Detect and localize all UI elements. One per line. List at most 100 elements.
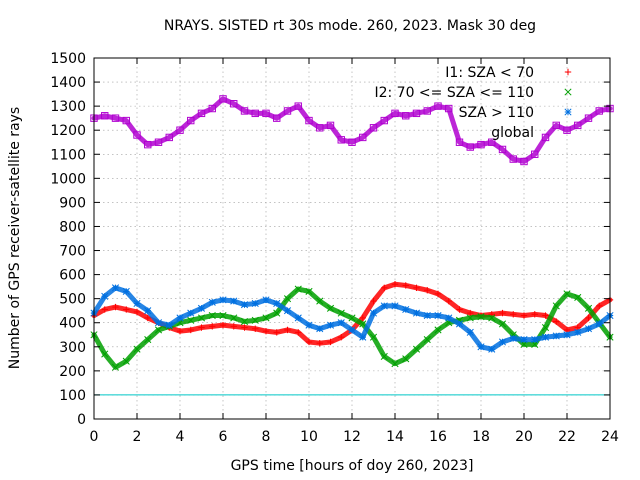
data-point [240, 301, 249, 309]
series-3 [90, 95, 614, 166]
data-point [520, 336, 528, 344]
data-point [176, 327, 184, 335]
data-point [154, 326, 163, 334]
data-point [553, 318, 560, 325]
data-point [455, 138, 464, 146]
data-point [154, 319, 163, 327]
x-tick-label: 2 [133, 429, 142, 445]
data-point [445, 104, 453, 113]
data-point [273, 114, 281, 122]
data-point [208, 311, 216, 320]
data-point [316, 339, 323, 347]
data-point [585, 314, 592, 322]
data-point [380, 116, 388, 125]
data-point [477, 343, 485, 351]
data-point [230, 297, 238, 305]
data-point [198, 324, 205, 331]
y-tick-label: 400 [59, 316, 86, 332]
data-point [251, 109, 259, 118]
data-point [509, 334, 517, 342]
data-point [434, 290, 442, 298]
data-point [541, 133, 550, 142]
data-point [101, 350, 109, 358]
data-point [466, 328, 474, 336]
y-tick-label: 1000 [50, 171, 86, 187]
y-axis-label: Number of GPS receiver-satellite rays [7, 107, 23, 369]
data-point [230, 323, 237, 330]
data-point [240, 107, 249, 115]
data-point [187, 116, 195, 125]
data-point [455, 320, 464, 328]
data-point [391, 109, 399, 118]
data-point [466, 143, 474, 151]
data-point [584, 114, 593, 122]
data-point [305, 321, 313, 329]
data-point [262, 109, 270, 118]
data-point [122, 116, 130, 125]
data-point [316, 325, 324, 333]
legend-marker [564, 88, 572, 96]
data-point [176, 314, 184, 322]
data-point [283, 107, 292, 115]
data-point [520, 312, 528, 319]
legend-marker [564, 68, 572, 76]
data-point [391, 281, 399, 288]
data-point [509, 155, 517, 163]
data-point [219, 296, 227, 304]
x-tick-label: 4 [176, 429, 185, 445]
data-point [498, 320, 507, 328]
data-point [176, 126, 184, 134]
x-tick-label: 16 [429, 429, 447, 445]
x-tick-label: 0 [90, 429, 99, 445]
data-point [369, 333, 378, 341]
x-tick-label: 12 [343, 429, 361, 445]
data-point [563, 331, 571, 339]
y-tick-label: 1400 [50, 75, 86, 91]
data-point [402, 282, 409, 289]
data-point [359, 333, 367, 341]
data-point [111, 363, 120, 371]
data-point [241, 324, 248, 331]
data-point [477, 313, 485, 321]
data-point [251, 316, 259, 324]
legend-marker [564, 108, 572, 116]
data-point [412, 345, 421, 353]
series-trace [91, 96, 613, 164]
data-point [542, 312, 549, 319]
data-point [412, 109, 421, 118]
data-point [510, 311, 517, 318]
data-point [165, 321, 173, 329]
y-tick-label: 200 [59, 364, 86, 380]
data-point [144, 307, 152, 315]
data-point [305, 116, 313, 125]
data-point [326, 121, 335, 130]
data-point [337, 136, 345, 144]
data-point [133, 345, 141, 353]
data-point [230, 314, 238, 322]
data-point [187, 326, 194, 334]
data-point [520, 157, 528, 166]
y-tick-label: 1200 [50, 123, 86, 139]
data-point [467, 309, 474, 317]
data-point [488, 314, 496, 322]
series-1 [90, 285, 614, 371]
data-point [595, 107, 603, 115]
data-point [466, 314, 474, 322]
data-point [412, 309, 421, 317]
data-point [531, 336, 539, 344]
data-point [434, 326, 442, 334]
data-point [240, 317, 249, 326]
data-point [295, 329, 302, 336]
x-tick-label: 8 [262, 429, 271, 445]
data-point [563, 126, 571, 134]
y-tick-label: 1300 [50, 99, 86, 115]
data-point [294, 285, 302, 293]
x-tick-label: 6 [219, 429, 228, 445]
data-point [434, 102, 442, 110]
data-point [369, 124, 378, 132]
legend-label: global [491, 125, 534, 141]
data-point [305, 287, 313, 296]
legend-label: I1: SZA < 70 [445, 65, 534, 81]
data-point [262, 314, 270, 322]
